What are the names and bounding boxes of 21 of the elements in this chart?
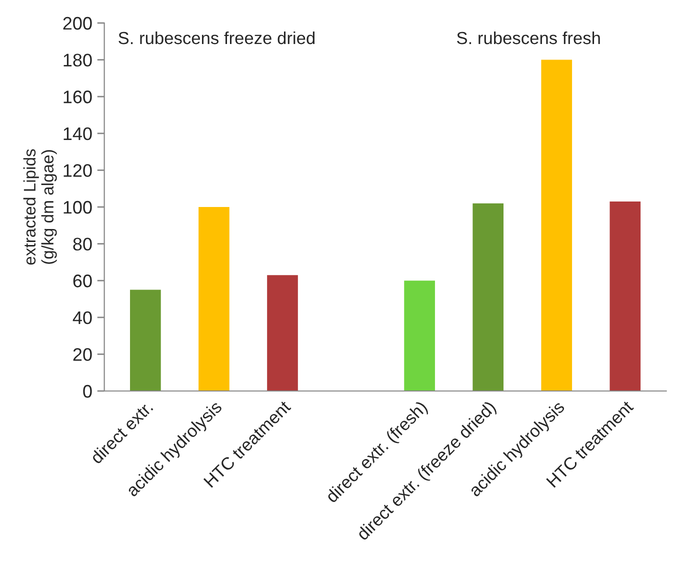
y-tick-label: 120	[64, 164, 92, 177]
y-axis-title: extracted Lipids (g/kg dm algae)	[23, 149, 57, 265]
y-tick-label: 0	[83, 384, 92, 398]
y-tick-label: 80	[73, 238, 92, 251]
bar	[267, 275, 298, 391]
bar	[610, 201, 641, 391]
y-tick-label: 140	[64, 127, 92, 140]
bar	[541, 60, 572, 391]
y-tick-label: 180	[64, 54, 92, 67]
y-tick-label: 60	[73, 274, 92, 288]
y-tick-label: 200	[63, 16, 92, 30]
annotation: S. rubescens freeze dried	[118, 31, 315, 44]
y-tick-label: 160	[64, 90, 92, 104]
y-tick-label: 20	[73, 348, 92, 361]
bar	[130, 290, 161, 391]
bar	[198, 207, 230, 391]
annotation: S. rubescens fresh	[457, 31, 600, 44]
y-tick-label: 100	[64, 200, 92, 214]
bar	[472, 203, 504, 391]
bar	[404, 280, 435, 391]
y-tick-label: 40	[72, 311, 92, 324]
